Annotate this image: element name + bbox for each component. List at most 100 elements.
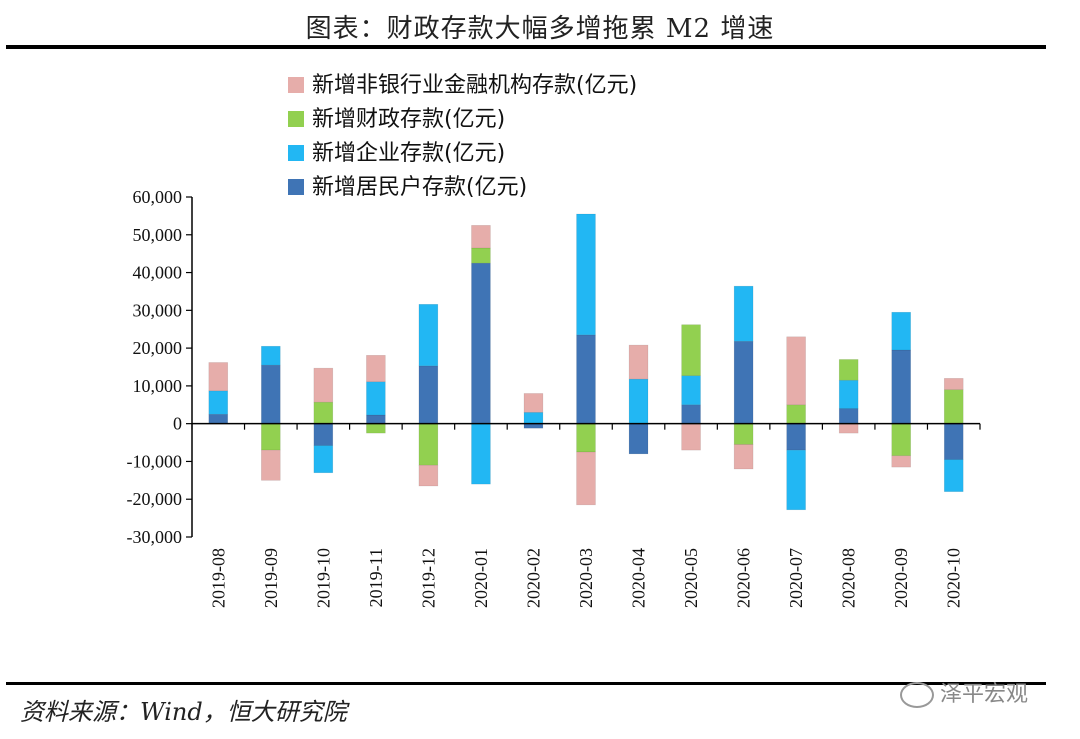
bars [208, 213, 964, 511]
bar-segment-nonbank [471, 225, 491, 249]
bar-segment-household [943, 423, 964, 460]
bar-segment-enterprise [733, 285, 754, 342]
bar-segment-household [366, 414, 386, 424]
y-tick-label: -10,000 [127, 451, 183, 471]
x-tick-label: 2020-10 [944, 548, 964, 608]
legend: 新增非银行业金融机构存款(亿元) 新增财政存款(亿元) 新增企业存款(亿元) 新增居民… [288, 73, 637, 200]
x-tick-label: 2019-11 [366, 548, 386, 607]
y-tick-label: 20,000 [133, 338, 183, 358]
legend-label-nonbank: 新增非银行业金融机构存款(亿元) [312, 73, 637, 98]
bar-segment-fiscal [576, 423, 596, 453]
bar-segment-household [733, 341, 754, 424]
bar-segment-nonbank [733, 444, 754, 470]
wechat-icon [900, 682, 934, 708]
bar-segment-nonbank [208, 362, 229, 392]
x-tick-label: 2020-09 [891, 548, 911, 608]
bar-segment-enterprise [786, 449, 806, 511]
bar-segment-enterprise [681, 375, 701, 406]
bar-segment-household [418, 365, 439, 424]
x-tick-label: 2020-02 [523, 548, 543, 608]
x-tick-label: 2020-07 [786, 548, 806, 608]
bar-segment-fiscal [733, 423, 754, 445]
bar-segment-fiscal [943, 389, 964, 424]
legend-swatch-household [288, 179, 304, 195]
bar-segment-household [313, 423, 334, 446]
x-tick-label: 2020-01 [471, 548, 491, 608]
bar-segment-enterprise [576, 213, 596, 336]
bar-segment-household [208, 413, 229, 424]
x-tick-label: 2020-03 [576, 548, 596, 608]
bar-segment-fiscal [891, 423, 911, 457]
x-tick-label: 2019-09 [261, 548, 281, 608]
bar-segment-household [471, 262, 491, 424]
bar-segment-household [628, 423, 649, 455]
bar-segment-enterprise [943, 459, 964, 492]
bar-segment-nonbank [523, 393, 544, 413]
bar-segment-nonbank [418, 464, 439, 487]
x-tick-label: 2020-04 [629, 548, 649, 608]
bar-segment-nonbank [891, 455, 911, 468]
bar-segment-nonbank [681, 423, 701, 451]
bar-segment-fiscal [681, 324, 701, 376]
y-axis: -30,000 -20,000 -10,000 0 10,000 20,000 30,000… [127, 187, 193, 547]
bar-segment-nonbank [838, 423, 859, 434]
bar-segment-household [786, 423, 806, 451]
stacked-bar-chart: 新增非银行业金融机构存款(亿元) 新增财政存款(亿元) 新增企业存款(亿元) 新增居民… [127, 73, 981, 608]
bar-segment-fiscal [366, 423, 386, 434]
bar-segment-enterprise [471, 423, 491, 485]
legend-swatch-fiscal [288, 111, 304, 127]
bar-segment-enterprise [208, 390, 229, 415]
x-tick-label: 2020-06 [734, 548, 754, 608]
y-tick-label: 50,000 [133, 225, 183, 245]
x-tick-label: 2019-10 [313, 548, 333, 608]
bar-segment-fiscal [313, 401, 334, 424]
x-tick-label: 2020-05 [681, 548, 701, 608]
bar-segment-fiscal [261, 423, 281, 451]
bar-segment-nonbank [943, 378, 964, 390]
legend-label-household: 新增居民户存款(亿元) [312, 175, 527, 200]
bar-segment-nonbank [313, 367, 334, 403]
bar-segment-household [261, 364, 281, 424]
bar-segment-household [891, 349, 911, 424]
bar-segment-enterprise [261, 345, 281, 366]
legend-swatch-nonbank [288, 77, 304, 93]
y-tick-label: -30,000 [127, 527, 183, 547]
legend-swatch-enterprise [288, 145, 304, 161]
bar-segment-nonbank [628, 344, 649, 380]
legend-label-fiscal: 新增财政存款(亿元) [312, 107, 505, 132]
x-tick-label: 2019-12 [418, 548, 438, 608]
bar-segment-fiscal [786, 404, 806, 424]
bar-segment-enterprise [366, 381, 386, 416]
bar-segment-fiscal [838, 359, 859, 381]
bar-segment-nonbank [786, 336, 806, 406]
bar-segment-enterprise [891, 311, 911, 351]
bar-segment-nonbank [576, 451, 596, 506]
y-tick-label: -20,000 [127, 489, 183, 509]
bar-segment-household [576, 334, 596, 424]
bar-segment-household [838, 408, 859, 424]
bar-segment-enterprise [418, 303, 439, 367]
bar-segment-enterprise [523, 412, 544, 424]
bar-segment-fiscal [471, 247, 491, 264]
x-tick-label: 2020-08 [839, 548, 859, 608]
source-note: 资料来源：Wind，恒大研究院 [20, 698, 347, 726]
bottom-rule [6, 682, 1046, 685]
bar-segment-enterprise [628, 378, 649, 424]
watermark-text: 泽平宏观 [940, 682, 1029, 707]
top-rule [6, 45, 1046, 49]
bar-segment-nonbank [261, 449, 281, 481]
y-tick-label: 60,000 [133, 187, 183, 207]
watermark: 泽平宏观 [900, 676, 1028, 708]
x-axis: 2019-08 2019-09 2019-10 2019-11 2019-12 2020-… [191, 422, 981, 608]
bar-segment-household [681, 404, 701, 424]
bar-segment-fiscal [418, 423, 439, 466]
bar-segment-nonbank [366, 354, 386, 383]
bar-segment-enterprise [313, 445, 334, 474]
y-tick-label: 40,000 [133, 263, 183, 283]
y-tick-label: 30,000 [133, 300, 183, 320]
y-tick-label: 0 [173, 414, 182, 434]
bar-segment-enterprise [838, 379, 859, 409]
x-tick-label: 2019-08 [208, 548, 228, 608]
y-tick-label: 10,000 [133, 376, 183, 396]
chart-title: 图表：财政存款大幅多增拖累 M2 增速 [305, 14, 775, 44]
